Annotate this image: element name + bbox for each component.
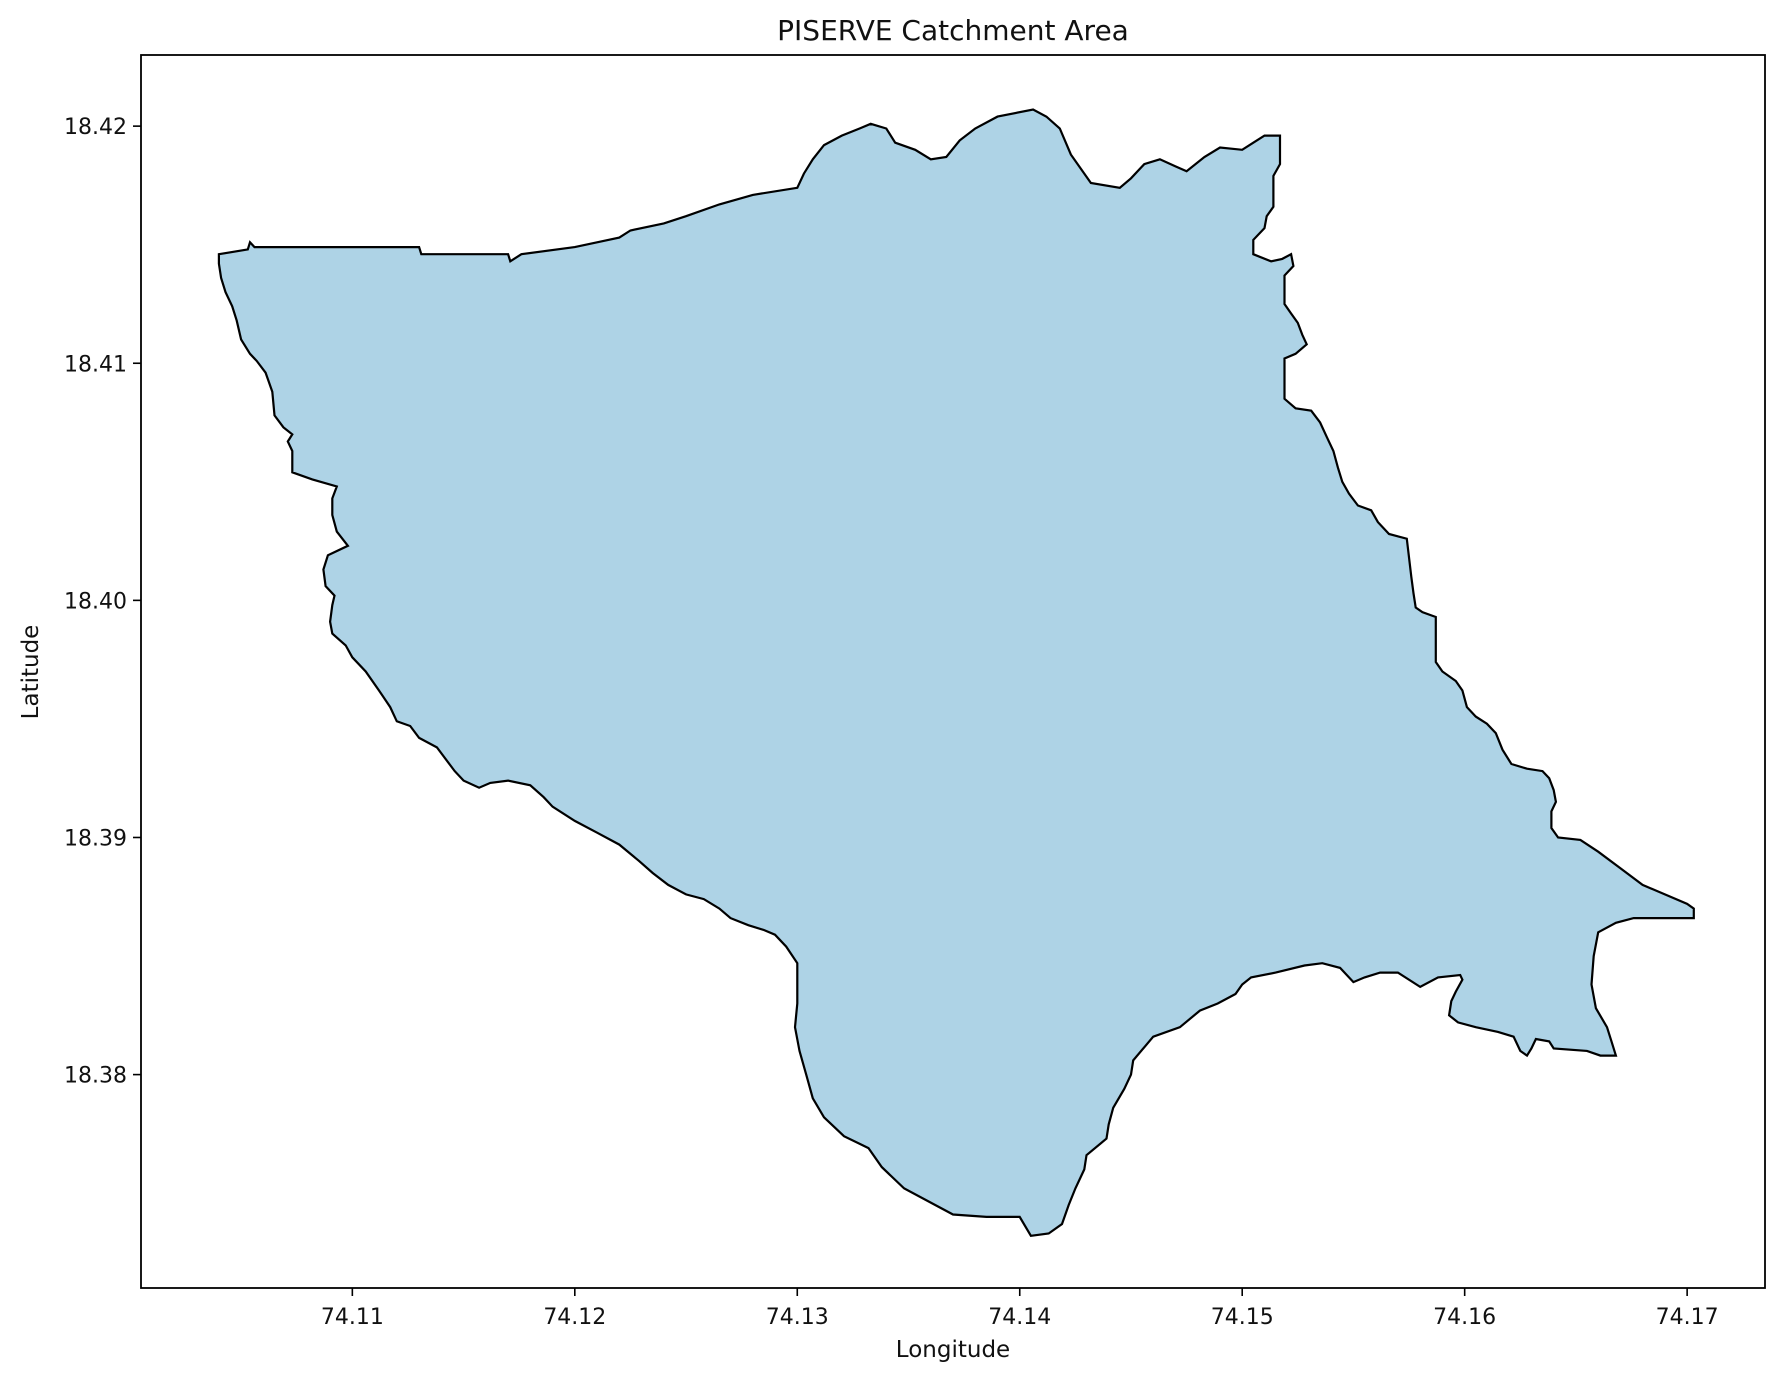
x-tick-label: 74.16	[1433, 1305, 1496, 1330]
y-tick-label: 18.40	[64, 589, 127, 614]
x-tick-label: 74.17	[1656, 1305, 1719, 1330]
y-axis-label: Latitude	[18, 625, 44, 720]
x-tick-label: 74.15	[1211, 1305, 1274, 1330]
x-axis-label: Longitude	[896, 1337, 1010, 1363]
y-tick-label: 18.42	[64, 115, 127, 140]
x-tick-label: 74.12	[543, 1305, 606, 1330]
plot-area	[140, 54, 1766, 1289]
y-tick-label: 18.41	[64, 352, 127, 377]
y-tick-label: 18.39	[64, 826, 127, 851]
axes-frame	[140, 54, 1766, 1289]
x-axis: 74.11 74.12 74.13 74.14 74.15 74.16 74.17	[321, 1288, 1719, 1330]
catchment-polygon	[217, 108, 1695, 1237]
x-tick-label: 74.11	[321, 1305, 384, 1330]
chart-title: PISERVE Catchment Area	[777, 14, 1129, 47]
x-tick-label: 74.13	[766, 1305, 829, 1330]
x-tick-label: 74.14	[988, 1305, 1051, 1330]
y-tick-label: 18.38	[64, 1064, 127, 1089]
y-axis: 18.38 18.39 18.40 18.41 18.42	[64, 115, 141, 1089]
